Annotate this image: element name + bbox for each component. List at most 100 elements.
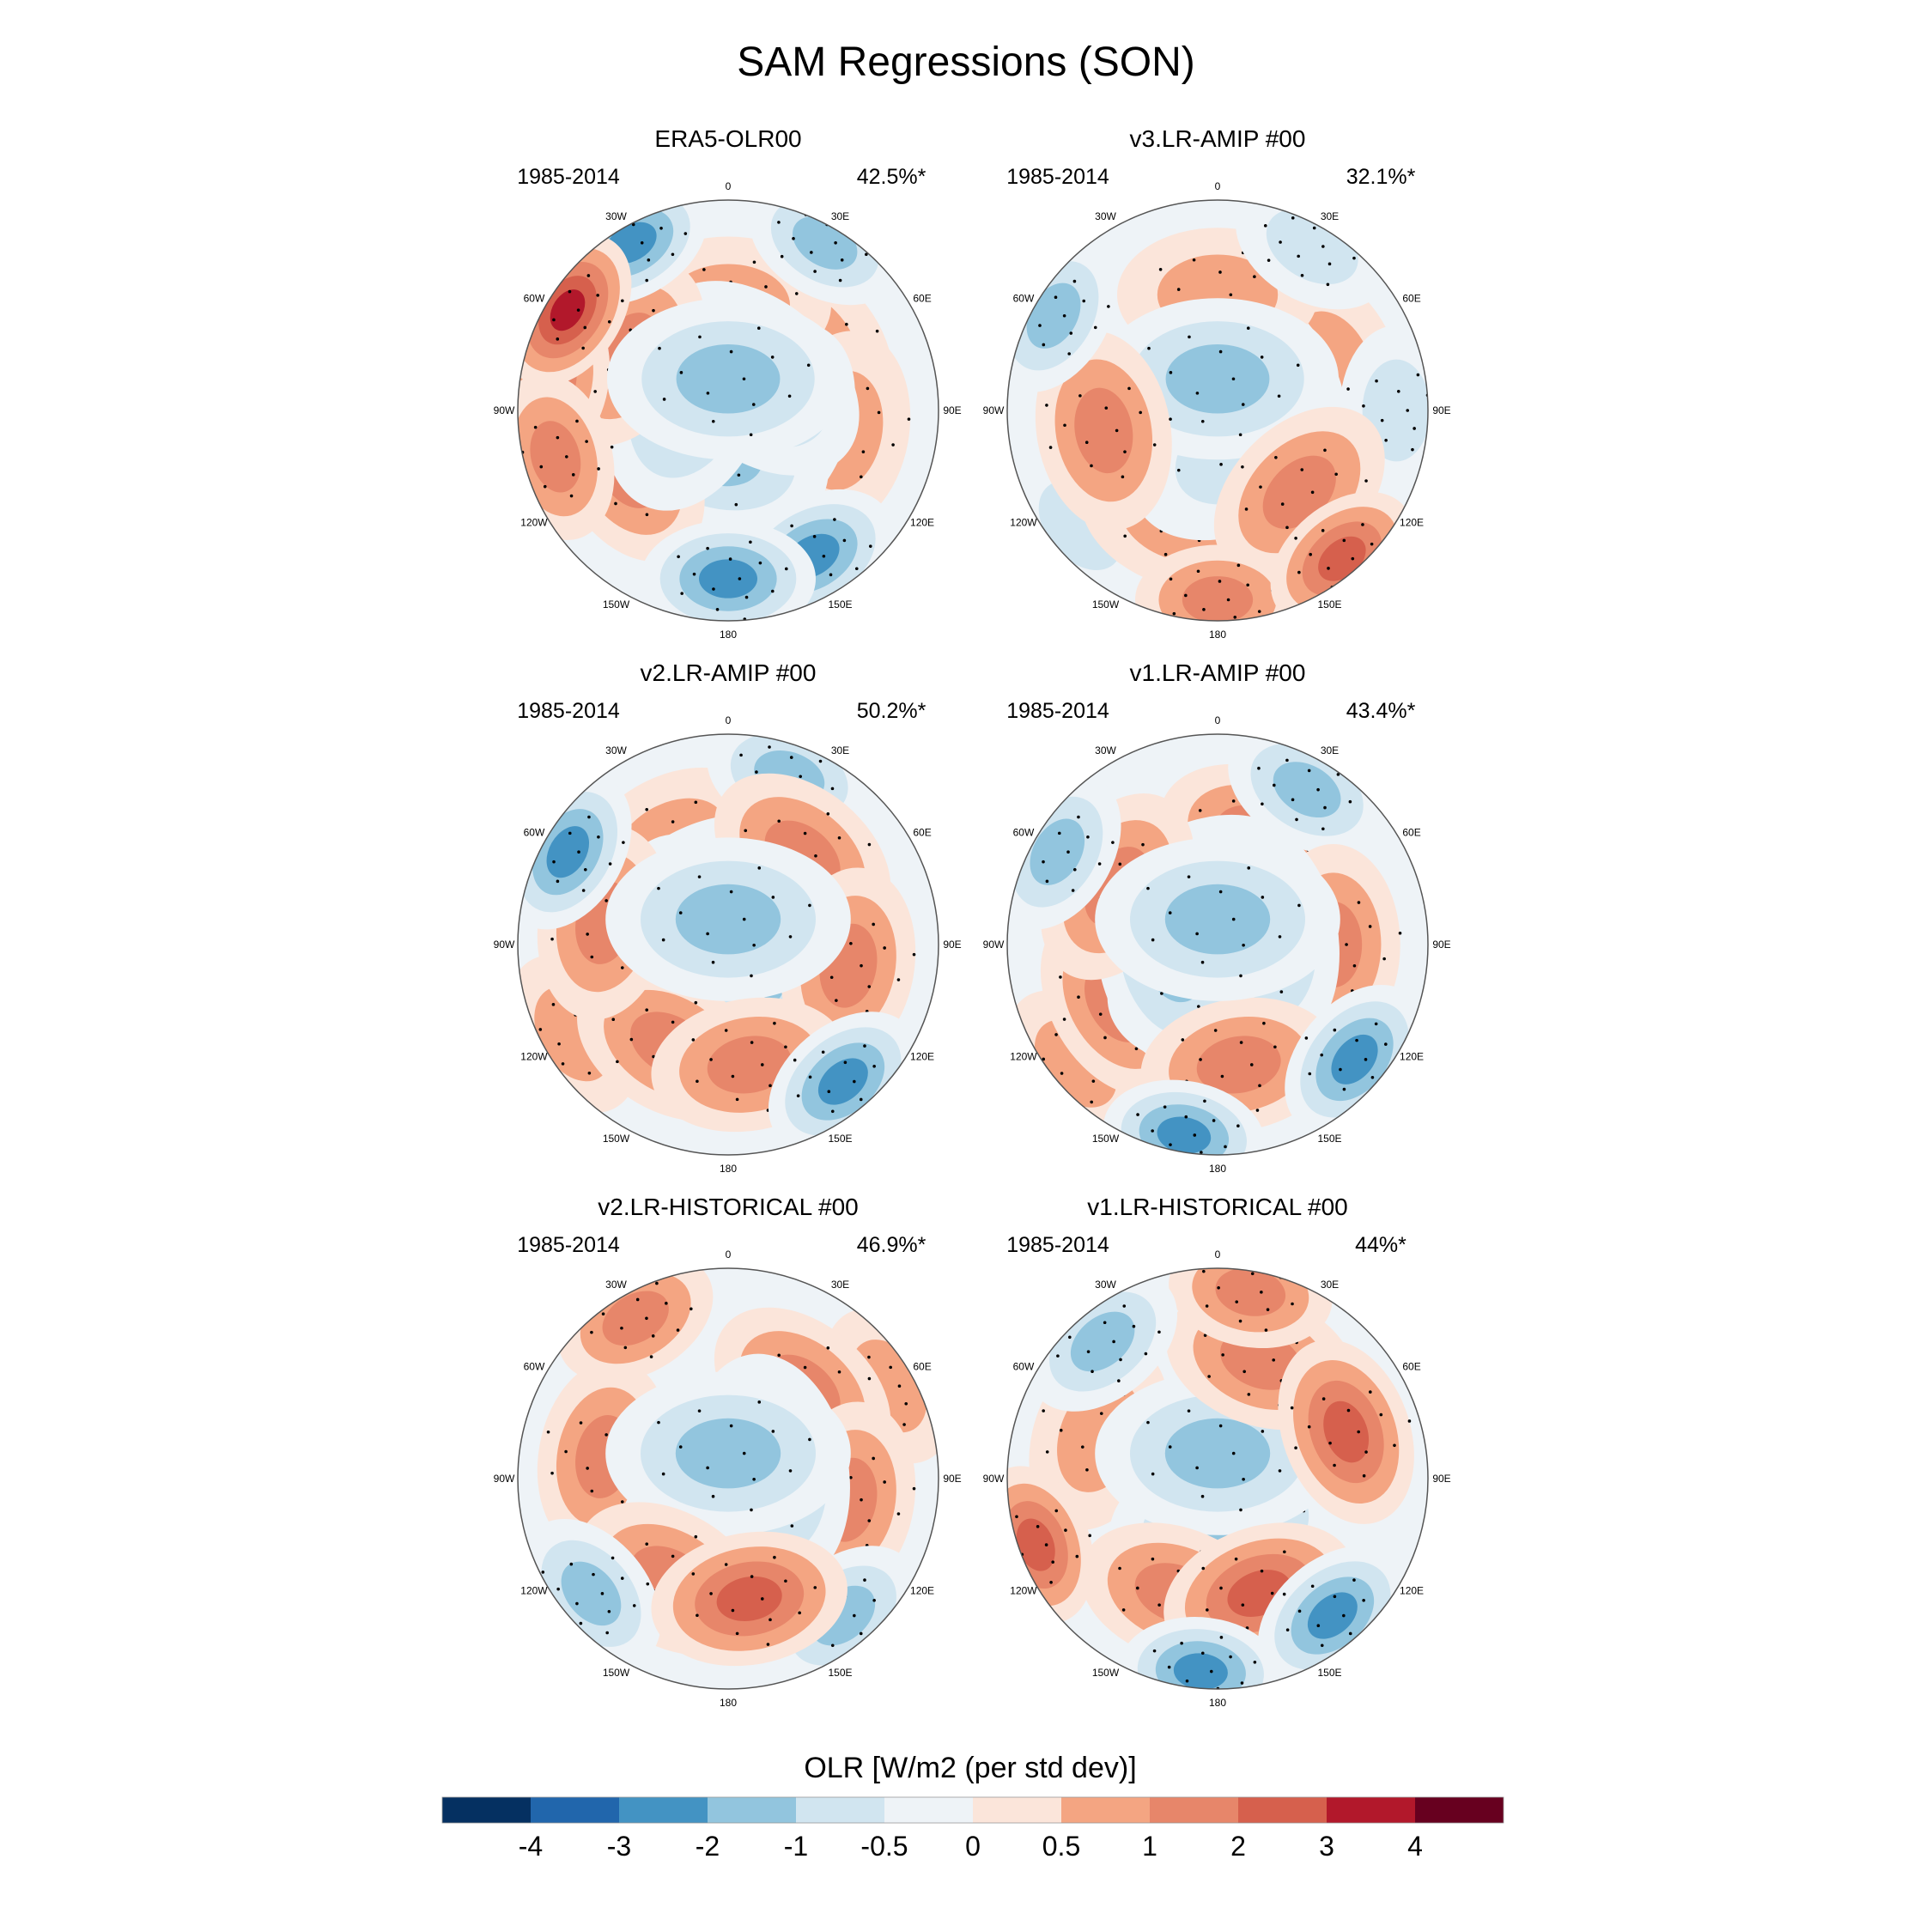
significance-dot (1082, 299, 1086, 303)
colorbar-tick-label: -0.5 (860, 1831, 908, 1862)
colorbar-tick-label: -4 (519, 1831, 543, 1862)
significance-dot (829, 975, 834, 980)
significance-dot (818, 759, 823, 763)
significance-dot (799, 775, 802, 779)
colorbar-tick-label: -3 (607, 1831, 631, 1862)
significance-dot (1364, 479, 1368, 483)
significance-dot (1368, 925, 1372, 928)
significance-dot (1407, 1419, 1412, 1423)
significance-dot (614, 501, 617, 506)
significance-dot (1012, 864, 1015, 868)
significance-dot (794, 292, 799, 295)
longitude-label: 90E (1432, 1473, 1450, 1485)
significance-dot (607, 319, 611, 324)
significance-dot (1008, 328, 1012, 331)
significance-dot (1346, 1653, 1351, 1656)
longitude-label: 30W (605, 744, 627, 756)
longitude-label: 150E (828, 1133, 852, 1145)
significance-dot (586, 1295, 590, 1299)
significance-dot (651, 1334, 655, 1338)
significance-dot (1262, 1021, 1266, 1025)
significance-dot (568, 289, 572, 294)
significance-dot (1231, 636, 1235, 640)
longitude-label: 30W (1095, 1279, 1116, 1291)
significance-dot (1257, 610, 1261, 613)
significance-dot (1071, 889, 1075, 892)
significance-dot (826, 1346, 830, 1350)
significance-dot (788, 1469, 793, 1473)
significance-dot (662, 398, 666, 401)
significance-dot (569, 1562, 574, 1566)
significance-dot (1261, 1430, 1265, 1433)
significance-dot (760, 1063, 764, 1066)
colorbar-swatch (1415, 1797, 1504, 1823)
significance-dot (738, 577, 742, 580)
significance-dot (1261, 896, 1265, 899)
significance-dot (1333, 1595, 1337, 1599)
significance-dot (1342, 1613, 1346, 1618)
significance-dot (789, 756, 793, 759)
significance-dot (1200, 419, 1205, 423)
significance-dot (1072, 279, 1077, 283)
significance-dot (655, 1281, 659, 1285)
significance-dot (1231, 799, 1236, 803)
significance-dot (1295, 817, 1298, 822)
colorbar-swatch (442, 1797, 531, 1823)
longitude-label: 150W (1092, 1133, 1120, 1145)
longitude-label: 90E (1432, 404, 1450, 416)
significance-dot (822, 554, 826, 558)
significance-dot (1036, 821, 1040, 825)
significance-dot (1062, 1018, 1066, 1021)
significance-dot (821, 1050, 825, 1054)
significance-dot (777, 819, 781, 823)
significance-dot (1209, 1669, 1213, 1674)
significance-dot (590, 1489, 594, 1493)
significance-dot (698, 335, 702, 339)
significance-dot (1200, 1651, 1205, 1656)
longitude-label: 90W (494, 939, 515, 951)
significance-dot (1260, 355, 1264, 359)
significance-dot (1187, 1409, 1191, 1413)
significance-dot (1119, 1358, 1122, 1362)
significance-dot (1176, 468, 1181, 472)
significance-dot (1112, 1340, 1115, 1344)
significance-dot (770, 589, 775, 593)
significance-dot (929, 1396, 933, 1400)
significance-dot (1060, 1072, 1064, 1075)
significance-dot (1274, 455, 1278, 459)
significance-dot (671, 1020, 675, 1024)
significance-dot (1015, 1515, 1018, 1519)
significance-dot (506, 434, 509, 437)
significance-dot (1226, 598, 1230, 602)
significance-dot (1369, 1390, 1372, 1394)
longitude-label: 30E (1321, 744, 1339, 756)
anomaly-blob (676, 343, 781, 414)
panel-period: 1985-2014 (1006, 1233, 1109, 1257)
significance-dot (867, 985, 872, 988)
longitude-label: 90E (1432, 939, 1450, 951)
significance-dot (854, 567, 859, 571)
anomaly-field (506, 200, 911, 621)
significance-dot (1136, 1586, 1139, 1590)
significance-dot (1218, 349, 1223, 354)
significance-dot (1294, 1446, 1297, 1449)
significance-dot (1054, 295, 1058, 299)
significance-dot (1189, 1698, 1193, 1702)
significance-dot (1202, 1269, 1206, 1273)
significance-dot (1151, 1129, 1154, 1133)
colorbar-swatch (1150, 1797, 1238, 1823)
significance-dot (1451, 399, 1455, 403)
longitude-label: 120W (1010, 1051, 1037, 1063)
significance-dot (859, 1631, 863, 1636)
colorbar-tick-label: 0 (965, 1831, 981, 1862)
significance-dot (808, 1075, 812, 1079)
significance-dot (1180, 1641, 1183, 1645)
significance-dot (867, 1355, 871, 1359)
significance-dot (837, 1370, 841, 1374)
panel-variance: 32.1%* (1346, 165, 1416, 189)
significance-dot (1294, 536, 1297, 540)
significance-dot (608, 862, 612, 866)
significance-dot (1238, 1319, 1242, 1323)
significance-dot (751, 403, 756, 406)
